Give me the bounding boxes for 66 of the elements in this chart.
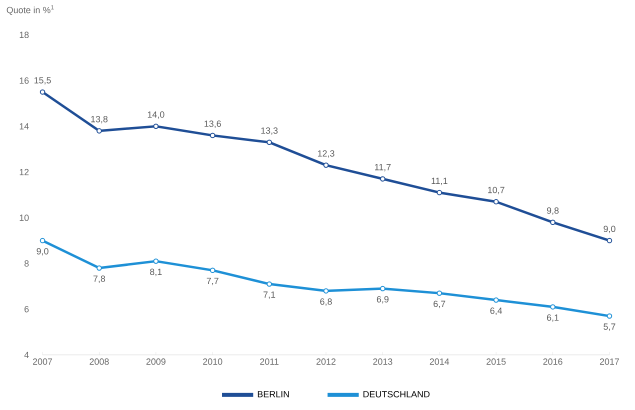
point	[550, 220, 556, 226]
x-tick-label: 2010	[203, 358, 222, 365]
data-label: 6,4	[490, 308, 502, 315]
x-tick-label: 2012	[316, 358, 336, 365]
point	[96, 265, 102, 271]
data-label: 8,1	[150, 268, 162, 276]
x-tick-label: 2008	[90, 358, 109, 365]
data-label: 6,8	[320, 298, 332, 306]
x-tick-label: 2009	[146, 358, 166, 365]
point	[323, 288, 329, 294]
data-label: 5,7	[604, 324, 616, 331]
data-label: 6,1	[547, 314, 559, 322]
data-label: 13,8	[91, 116, 108, 124]
y-axis-title: Quote in %$^{1}$	[6, 5, 54, 15]
point	[550, 304, 556, 310]
x-tick-label: 2011	[260, 358, 279, 365]
data-label: 7,1	[264, 292, 276, 299]
point	[153, 124, 159, 130]
point	[493, 199, 499, 204]
point	[606, 238, 612, 244]
point	[210, 132, 216, 138]
legend-label: DEUTSCHLAND	[363, 391, 430, 398]
data-label: 7,8	[93, 276, 106, 283]
data-label: 7,7	[206, 278, 218, 286]
point	[96, 128, 102, 134]
point	[493, 297, 499, 303]
y-tick-label: 12	[20, 168, 29, 176]
data-label: 10,7	[488, 186, 504, 194]
point	[40, 89, 46, 95]
data-label: 11,7	[375, 164, 391, 172]
y-tick-label: 18	[20, 32, 29, 38]
x-tick-label: 2007	[33, 358, 52, 365]
point	[380, 286, 386, 292]
y-tick-label: 4	[24, 352, 29, 358]
data-label: 6,9	[376, 296, 389, 304]
y-tick-label: 8	[24, 260, 29, 267]
x-tick-label: 2016	[543, 358, 562, 365]
x-tick-label: 2017	[600, 358, 619, 365]
data-label: 9,0	[604, 226, 616, 234]
data-label: 13,3	[261, 127, 278, 135]
data-label: 9,0	[36, 248, 48, 256]
point	[436, 190, 442, 196]
data-label: 9,8	[546, 207, 559, 215]
data-label: 14,0	[148, 111, 164, 119]
legend-label: BERLIN	[258, 391, 289, 398]
y-tick-label: 16	[20, 77, 29, 84]
y-tick-label: 10	[20, 214, 29, 221]
point	[153, 258, 159, 264]
x-tick-label: 2015	[486, 358, 506, 365]
point	[266, 140, 272, 146]
x-tick-label: 2013	[373, 358, 392, 365]
y-tick-label: 6	[24, 306, 29, 312]
data-label: 13,6	[204, 120, 221, 128]
x-tick-label: 2014	[430, 358, 450, 365]
point	[606, 313, 612, 319]
data-label: 6,7	[434, 300, 446, 308]
point	[210, 268, 216, 274]
point	[40, 238, 46, 244]
data-label: 12,3	[318, 150, 334, 158]
point	[380, 176, 386, 182]
point	[436, 290, 442, 296]
point	[266, 281, 272, 287]
y-tick-label: 14	[20, 123, 29, 130]
data-label: 15,5	[34, 77, 51, 85]
data-label: 11,1	[432, 178, 448, 186]
point	[323, 162, 329, 168]
